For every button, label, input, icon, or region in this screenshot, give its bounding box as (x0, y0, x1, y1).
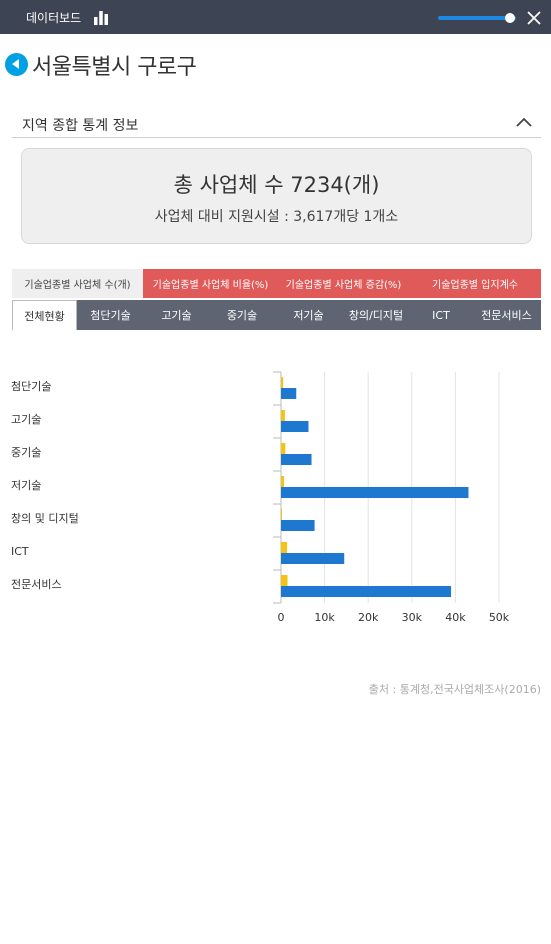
bar-blue (281, 520, 315, 531)
subtab-low[interactable]: 저기술 (293, 309, 324, 322)
category-label: 저기술 (11, 479, 41, 492)
tab-business-ratio[interactable]: 기술업종별 사업체 비율(%) (143, 269, 278, 298)
bar-blue (281, 454, 312, 465)
app-title: 데이터보드 (26, 11, 82, 25)
bar-yellow (281, 410, 285, 421)
x-tick-label: 40k (445, 611, 466, 624)
page-header: 서울특별시 구로구 (0, 46, 551, 82)
tab-business-count[interactable]: 기술업종별 사업체 수(개) (12, 269, 143, 298)
x-tick-label: 50k (489, 611, 510, 624)
summary-box: 총 사업체 수 7234(개) 사업체 대비 지원시설 : 3,617개당 1개… (21, 148, 532, 244)
zoom-slider[interactable] (436, 10, 522, 26)
summary-subtitle: 사업체 대비 지원시설 : 3,617개당 1개소 (154, 209, 399, 225)
subtab-creative-digital[interactable]: 창의/디지털 (348, 309, 404, 322)
category-tabs: 전체현황 첨단기술 고기술 중기술 저기술 창의/디지털 ICT 전문서비스 (12, 300, 541, 330)
page-title: 서울특별시 구로구 (32, 55, 197, 80)
bar-blue (281, 553, 345, 564)
category-label: 중기술 (11, 446, 41, 459)
category-label: 첨단기술 (11, 380, 51, 393)
bar-yellow (281, 476, 285, 487)
subtab-hightech[interactable]: 첨단기술 (90, 309, 131, 322)
summary-title: 총 사업체 수 7234(개) (173, 173, 380, 197)
tab-location-quotient[interactable]: 기술업종별 입지계수 (409, 269, 541, 298)
category-label: 창의 및 디지털 (11, 512, 79, 525)
subtab-high[interactable]: 고기술 (161, 309, 192, 322)
bar-yellow (281, 575, 288, 586)
subtab-all[interactable]: 전체현황 (12, 300, 77, 330)
section-title: 지역 종합 통계 정보 (22, 118, 139, 134)
category-label: 전문서비스 (11, 578, 62, 591)
bar-yellow (281, 377, 284, 388)
top-bar: 데이터보드 (0, 0, 551, 34)
back-arrow-icon[interactable] (5, 53, 28, 76)
source-note: 출처 : 통계청,전국사업체조사(2016) (368, 683, 541, 696)
section-header[interactable]: 지역 종합 통계 정보 (12, 109, 541, 138)
category-label: 고기술 (11, 413, 41, 426)
subtab-ict[interactable]: ICT (432, 308, 450, 322)
x-tick-label: 30k (402, 611, 423, 624)
chevron-up-icon[interactable] (515, 116, 533, 128)
bar-blue (281, 388, 297, 399)
slider-track (438, 16, 516, 20)
x-tick-label: 10k (314, 611, 335, 624)
x-tick-label: 0 (278, 611, 285, 624)
bar-blue (281, 487, 469, 498)
bar-blue (281, 586, 452, 597)
slider-handle[interactable] (504, 13, 515, 23)
x-tick-label: 20k (358, 611, 379, 624)
bar-blue (281, 421, 309, 432)
category-label: ICT (11, 545, 29, 558)
bar-yellow (281, 443, 286, 454)
subtab-professional[interactable]: 전문서비스 (481, 309, 532, 322)
tab-business-change[interactable]: 기술업종별 사업체 증감(%) (278, 269, 409, 298)
bar-yellow (281, 509, 282, 520)
close-icon[interactable] (526, 10, 542, 26)
bar-chart-icon[interactable] (93, 10, 109, 25)
subtab-medium[interactable]: 중기술 (226, 309, 258, 322)
metric-tabs: 기술업종별 사업체 수(개) 기술업종별 사업체 비율(%) 기술업종별 사업체… (12, 269, 541, 298)
bar-yellow (281, 542, 288, 553)
